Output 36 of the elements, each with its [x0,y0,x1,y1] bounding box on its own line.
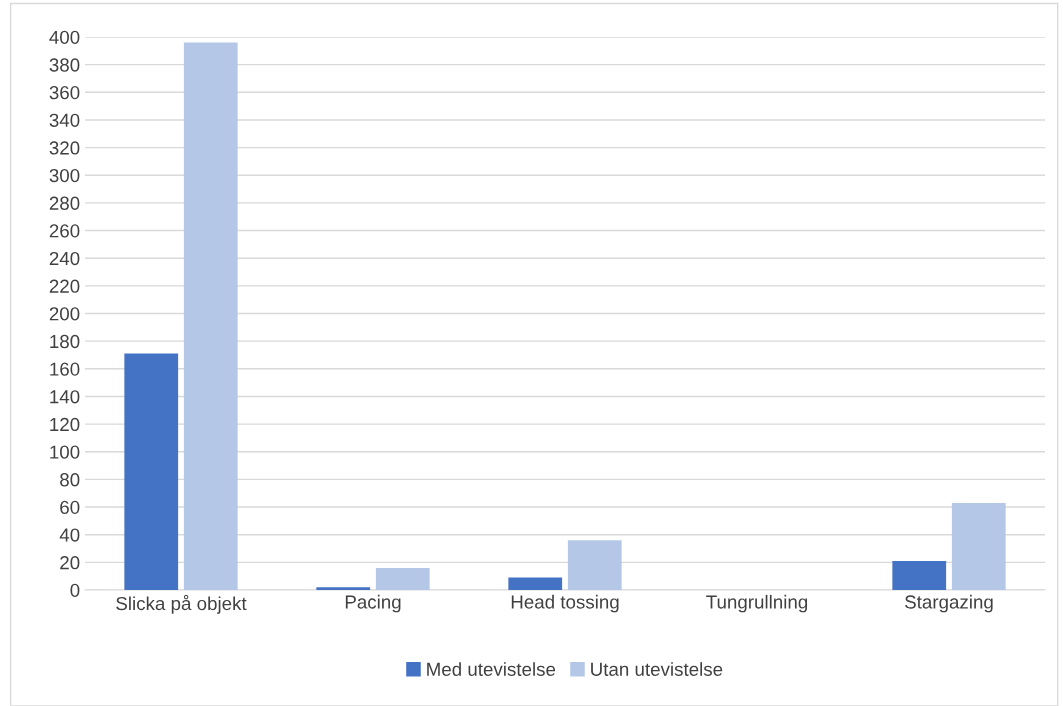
x-tick-label: Head tossing [511,594,619,613]
y-tick-label: 360 [49,86,80,100]
y-tick-label: 320 [49,141,80,155]
y-tick-label: 0 [70,583,80,597]
bar [567,540,622,590]
y-tick-label: 140 [50,390,80,404]
y-tick-label: 300 [49,168,80,183]
y-tick-label: 160 [50,362,80,376]
legend-label: Utan utevistelse [591,662,723,676]
y-tick-label: 40 [59,528,80,542]
y-tick-label: 100 [50,445,80,459]
x-tick-label: Pacing [345,594,401,613]
y-tick-label: 60 [60,500,80,515]
bar [183,42,238,590]
y-tick-label: 260 [49,224,80,238]
x-tick-label: Stargazing [905,594,993,613]
y-tick-label: 220 [49,279,80,293]
y-tick-label: 400 [49,30,80,44]
bar [892,560,947,590]
bar [375,567,430,590]
bar [951,502,1006,590]
y-tick-label: 340 [49,113,80,127]
x-tick-label: Tungrullning [706,594,808,613]
x-tick-label: Slicka på objekt [116,594,247,614]
y-tick-label: 80 [60,473,80,487]
bar [316,587,371,590]
bar [124,353,179,590]
y-tick-label: 120 [50,417,80,432]
y-tick-label: 280 [49,196,80,210]
y-tick-label: 380 [49,58,80,72]
bar [508,577,563,590]
y-tick-label: 180 [50,334,80,349]
y-tick-label: 240 [49,251,80,266]
y-tick-label: 200 [49,307,80,321]
legend-label: Med utevistelse [427,662,556,676]
y-tick-label: 20 [60,556,80,570]
